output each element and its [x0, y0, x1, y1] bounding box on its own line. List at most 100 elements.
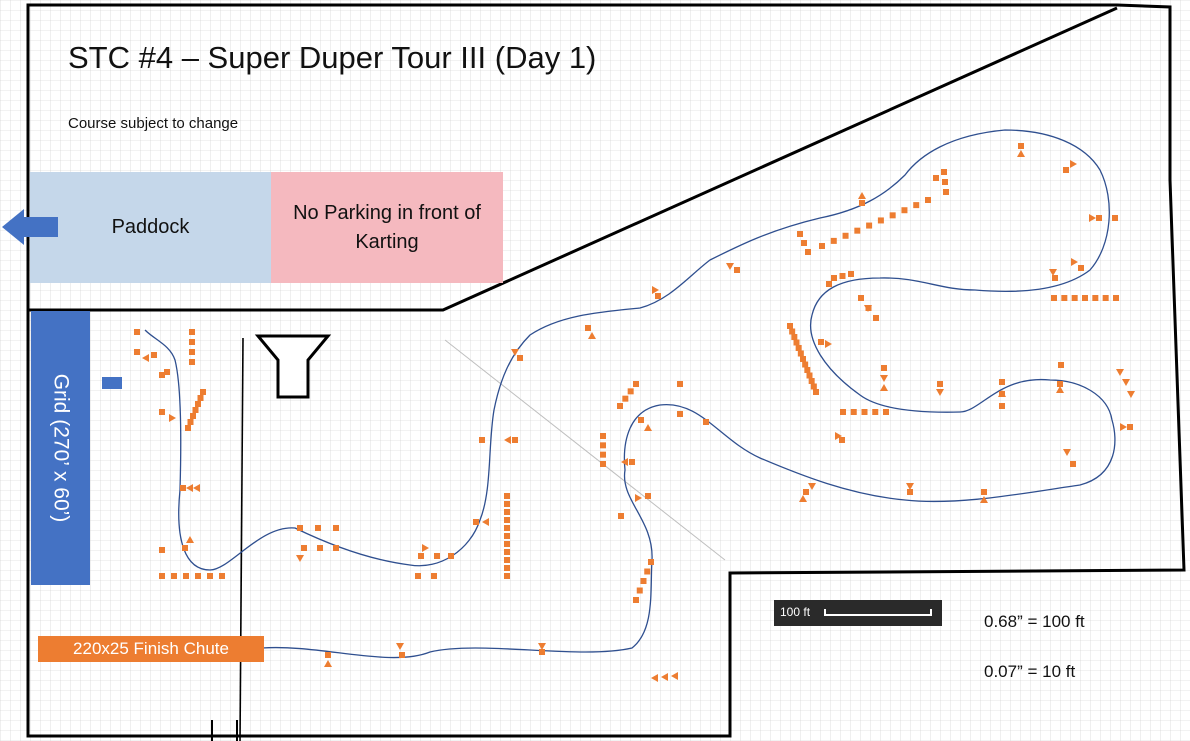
cone-marker	[677, 381, 683, 387]
cone-marker	[315, 525, 321, 531]
cone-marker	[655, 293, 661, 299]
cone-marker	[850, 409, 857, 415]
cone-marker	[200, 389, 206, 395]
cone-marker	[504, 525, 510, 531]
cone-marker	[333, 545, 339, 551]
cone-marker	[800, 356, 806, 362]
cone-marker	[1070, 461, 1076, 467]
cone-marker	[859, 200, 865, 206]
cone-marker	[913, 202, 920, 209]
cone-marker	[925, 197, 931, 203]
cone-marker	[504, 557, 510, 563]
cone-marker	[187, 419, 194, 425]
cone-marker	[801, 240, 807, 246]
pointer-cone-marker	[324, 660, 332, 667]
cone-marker	[831, 275, 837, 281]
cone-marker	[1127, 424, 1133, 430]
cone-marker	[190, 413, 196, 419]
cone-marker	[795, 345, 802, 351]
cone-marker	[197, 395, 204, 401]
cone-marker	[134, 329, 140, 335]
cone-marker	[182, 545, 188, 551]
cone-marker	[791, 334, 798, 340]
cone-marker	[881, 365, 887, 371]
cone-marker	[830, 237, 837, 244]
cone-marker	[134, 349, 140, 355]
cone-marker	[826, 281, 832, 287]
cone-marker	[848, 271, 854, 277]
cone-marker	[633, 381, 639, 387]
cone-marker	[1082, 295, 1088, 301]
cone-marker	[479, 437, 485, 443]
cone-marker	[797, 231, 803, 237]
cone-marker	[159, 547, 165, 553]
guide-line	[444, 339, 726, 561]
cone-marker	[1063, 167, 1069, 173]
pointer-cone-marker	[880, 375, 888, 382]
pointer-cone-marker	[1127, 391, 1135, 398]
start-line	[239, 337, 244, 741]
cone-marker	[937, 381, 943, 387]
cone-marker	[999, 379, 1005, 385]
cone-marker	[504, 493, 510, 499]
cone-marker	[805, 249, 811, 255]
pointer-cone-marker	[1071, 258, 1078, 266]
cone-marker	[933, 175, 939, 181]
pointer-cone-marker	[644, 424, 652, 431]
cone-marker	[431, 573, 437, 579]
pointer-cone-marker	[511, 349, 519, 356]
cone-marker	[399, 652, 405, 658]
cone-marker	[873, 315, 879, 321]
cone-marker	[640, 578, 647, 584]
page-title: STC #4 – Super Duper Tour III (Day 1)	[68, 40, 597, 75]
page-subtitle: Course subject to change	[68, 115, 239, 132]
cone-marker	[842, 232, 849, 239]
pointer-cone-marker	[808, 483, 816, 490]
cone-marker	[793, 339, 800, 346]
cone-marker	[883, 409, 889, 415]
no-parking-label: No Parking in front of Karting	[293, 201, 481, 253]
cone-marker	[810, 383, 817, 390]
cone-marker	[1061, 295, 1068, 301]
cone-marker	[617, 403, 623, 409]
cone-marker	[858, 295, 864, 301]
cone-marker	[866, 222, 873, 229]
cone-marker	[854, 227, 861, 234]
cone-marker	[504, 573, 510, 579]
scale-bar-tick-left	[824, 609, 826, 616]
cone-marker	[789, 328, 796, 335]
grid-label: Grid (270’ x 60’)	[49, 373, 73, 523]
cone-marker	[840, 409, 846, 415]
pointer-cone-marker	[396, 643, 404, 650]
cone-marker	[448, 553, 454, 559]
cone-marker	[1113, 295, 1119, 301]
pointer-cone-marker	[635, 494, 642, 502]
cone-marker	[301, 545, 307, 551]
cone-marker	[297, 525, 303, 531]
cone-marker	[618, 513, 624, 519]
grid-zone	[31, 311, 90, 585]
scale-bar-line	[824, 614, 932, 616]
cone-marker	[636, 587, 643, 594]
cone-marker	[1052, 275, 1058, 281]
pointer-cone-marker	[186, 536, 194, 543]
pointer-cone-marker	[482, 518, 489, 526]
grid-label-wrap: Grid (270’ x 60’)	[31, 311, 90, 585]
paddock-zone	[30, 172, 271, 283]
scale-bar: 100 ft	[774, 600, 942, 626]
cone-marker	[185, 425, 191, 431]
cone-marker	[600, 461, 606, 467]
pointer-cone-marker	[1017, 150, 1025, 157]
cone-marker	[633, 597, 639, 603]
pointer-cone-marker	[980, 496, 988, 503]
cone-marker	[512, 437, 518, 443]
cone-marker	[804, 367, 811, 373]
cone-marker	[189, 359, 195, 365]
pointer-cone-marker	[193, 484, 200, 492]
cone-marker	[207, 573, 213, 579]
cone-marker	[195, 401, 201, 407]
cone-marker	[1102, 295, 1109, 301]
